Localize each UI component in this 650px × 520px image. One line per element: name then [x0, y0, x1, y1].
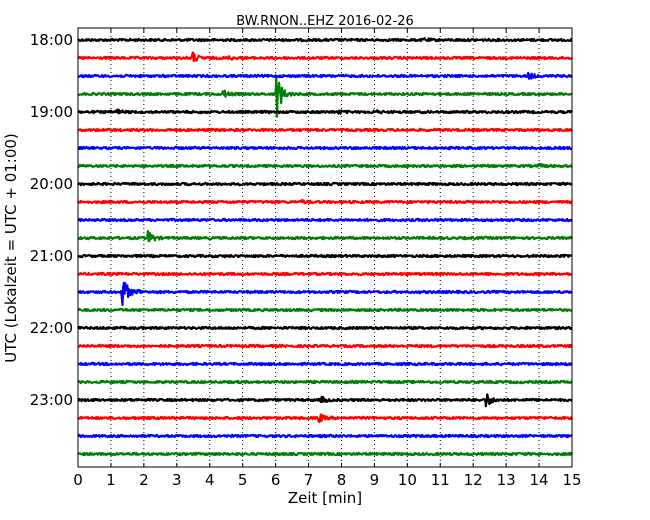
trace-line: [77, 271, 573, 277]
trace-line: [77, 379, 573, 385]
x-tick-label: 7: [304, 471, 314, 489]
trace-line: [77, 77, 573, 118]
trace-line: [77, 217, 573, 223]
trace-line: [77, 51, 573, 63]
plot-frame: [77, 27, 573, 468]
trace-line: [77, 325, 573, 331]
y-axis-ticks: 18:00 19:00 20:00 21:00 22:00 23:00: [30, 31, 82, 409]
trace-line: [77, 361, 573, 367]
y-axis-label: UTC (Lokalzeit = UTC + 01:00): [2, 133, 20, 363]
x-axis-label: Zeit [min]: [288, 489, 362, 507]
x-tick-label: 10: [398, 471, 417, 489]
chart-title: BW.RNON..EHZ 2016-02-26: [236, 14, 414, 29]
y-tick-label: 19:00: [30, 103, 73, 121]
x-tick-label: 9: [370, 471, 380, 489]
trace-line: [77, 145, 573, 151]
x-tick-label: 11: [431, 471, 450, 489]
x-tick-label: 12: [464, 471, 483, 489]
x-tick-label: 4: [205, 471, 215, 489]
y-tick-label: 20:00: [30, 175, 73, 193]
trace-line: [77, 37, 573, 43]
x-tick-label: 15: [562, 471, 581, 489]
y-tick-label: 21:00: [30, 247, 73, 265]
x-tick-label: 13: [497, 471, 516, 489]
trace-line: [77, 281, 573, 306]
x-tick-label: 6: [271, 471, 281, 489]
trace-line: [77, 413, 574, 424]
x-tick-label: 8: [337, 471, 347, 489]
y-tick-label: 23:00: [30, 391, 73, 409]
trace-line: [77, 393, 573, 408]
x-tick-label: 0: [73, 471, 83, 489]
trace-line: [77, 451, 573, 457]
x-tick-label: 1: [106, 471, 116, 489]
trace-line: [77, 307, 573, 313]
y-tick-label: 18:00: [30, 31, 73, 49]
trace-line: [77, 127, 573, 133]
y-tick-label: 22:00: [30, 319, 73, 337]
trace-line: [77, 253, 573, 259]
trace-line: [77, 230, 573, 243]
trace-line: [77, 198, 573, 205]
x-tick-label: 5: [238, 471, 248, 489]
x-axis-ticks: 0 1 2 3 4 5 6 7 8 9 10 11 12 13 14 15: [73, 28, 582, 489]
trace-line: [77, 433, 573, 439]
trace-line: [77, 343, 573, 349]
x-tick-label: 2: [139, 471, 149, 489]
trace-line: [77, 163, 573, 169]
x-tick-label: 14: [530, 471, 549, 489]
trace-line: [77, 181, 573, 187]
x-tick-label: 3: [172, 471, 182, 489]
trace-line: [77, 108, 573, 115]
trace-lines: [77, 37, 574, 457]
trace-line: [77, 71, 573, 80]
